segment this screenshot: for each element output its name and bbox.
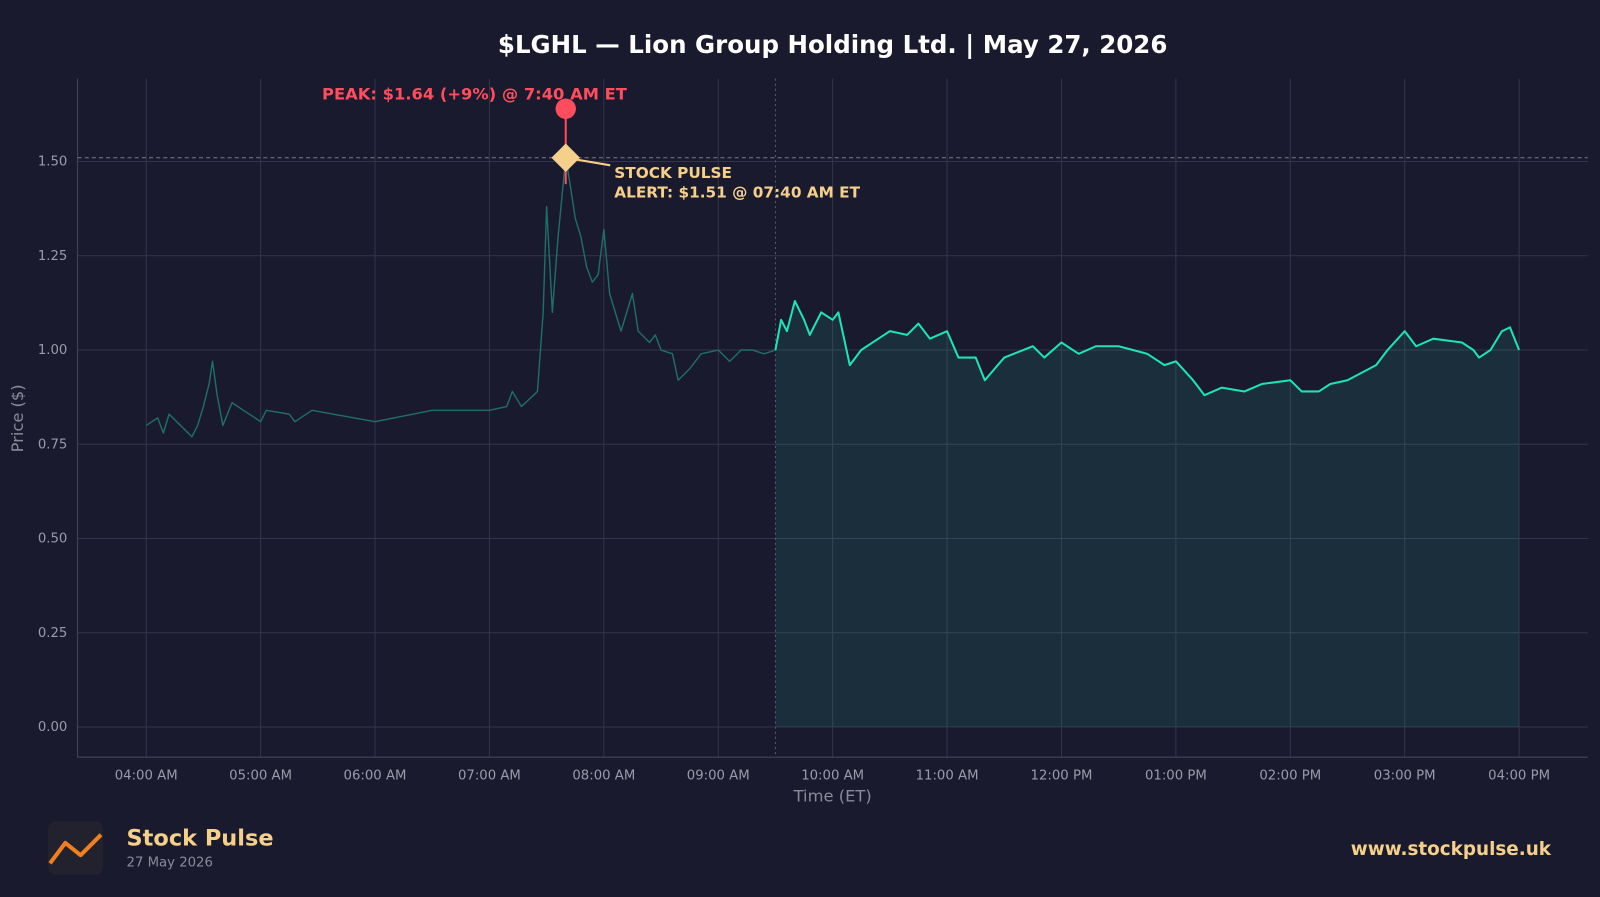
- area-fill: [775, 301, 1520, 728]
- brand-name: Stock Pulse: [127, 825, 274, 851]
- y-tick-label: 0.25: [38, 626, 68, 641]
- y-tick-label: 0.00: [38, 720, 68, 735]
- price-line: [774, 300, 1521, 397]
- y-axis-label: Price ($): [8, 384, 27, 452]
- x-tick-label: 07:00 AM: [458, 769, 521, 784]
- x-tick-label: 02:00 PM: [1259, 769, 1321, 784]
- logo-box: [47, 821, 104, 875]
- plot-area: 0.00 0.25 0.50 0.75 1.00 1.25 1.50 04:00 AM 05:0…: [38, 78, 1588, 784]
- brand-date: 27 May 2026: [127, 855, 213, 870]
- x-tick-label: 10:00 AM: [801, 769, 864, 784]
- y-tick-label: 0.75: [38, 437, 68, 452]
- y-tick-label: 1.00: [38, 343, 68, 358]
- y-tick-label: 1.50: [38, 155, 68, 170]
- x-tick-label: 04:00 PM: [1488, 769, 1550, 784]
- peak-label: PEAK: $1.64 (+9%) @ 7:40 AM ET: [322, 84, 628, 103]
- x-tick-label: 09:00 AM: [687, 769, 750, 784]
- peak-marker: [555, 98, 576, 119]
- y-tick-label: 1.25: [38, 249, 68, 264]
- x-axis-label: Time (ET): [793, 786, 872, 805]
- x-tick-label: 08:00 AM: [572, 769, 635, 784]
- x-tick-label: 05:00 AM: [229, 769, 292, 784]
- chart-title: $LGHL — Lion Group Holding Ltd. | May 27…: [498, 30, 1167, 59]
- logo-icon: [48, 833, 103, 865]
- price-line: [145, 157, 776, 438]
- x-tick-label: 04:00 AM: [115, 769, 178, 784]
- x-tick-label: 03:00 PM: [1374, 769, 1436, 784]
- alert-label: STOCK PULSE: [614, 164, 732, 182]
- alert-label: ALERT: $1.51 @ 07:40 AM ET: [614, 183, 860, 201]
- x-tick-label: 06:00 AM: [344, 769, 407, 784]
- website: www.stockpulse.uk: [1351, 839, 1552, 860]
- x-tick-label: 01:00 PM: [1145, 769, 1207, 784]
- logo: [47, 821, 104, 875]
- x-tick-label: 12:00 PM: [1031, 769, 1093, 784]
- x-tick-label: 11:00 AM: [916, 769, 979, 784]
- y-tick-label: 0.50: [38, 532, 68, 547]
